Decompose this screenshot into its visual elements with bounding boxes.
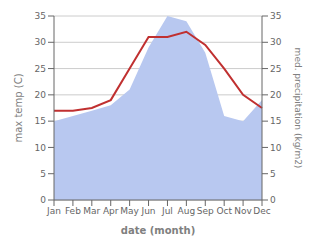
svg-text:med. precipitation (kg/m2): med. precipitation (kg/m2) <box>293 48 303 169</box>
svg-text:30: 30 <box>270 37 282 47</box>
svg-text:20: 20 <box>270 90 282 100</box>
svg-text:Jun: Jun <box>141 206 156 216</box>
svg-text:5: 5 <box>270 169 276 179</box>
svg-text:0: 0 <box>40 195 46 205</box>
svg-text:35: 35 <box>270 11 281 21</box>
svg-text:Dec: Dec <box>253 206 270 216</box>
svg-text:Jul: Jul <box>161 206 173 216</box>
svg-text:35: 35 <box>35 11 46 21</box>
svg-text:0: 0 <box>270 195 276 205</box>
svg-text:30: 30 <box>35 37 47 47</box>
svg-text:Nov: Nov <box>234 206 252 216</box>
svg-text:15: 15 <box>270 116 281 126</box>
svg-text:10: 10 <box>35 143 47 153</box>
svg-text:Apr: Apr <box>103 206 119 216</box>
svg-text:Feb: Feb <box>65 206 81 216</box>
svg-text:25: 25 <box>270 64 281 74</box>
svg-text:Jan: Jan <box>46 206 61 216</box>
svg-text:20: 20 <box>35 90 47 100</box>
svg-text:date (month): date (month) <box>121 225 195 236</box>
svg-text:May: May <box>120 206 139 216</box>
svg-text:max temp (C): max temp (C) <box>13 73 24 142</box>
svg-text:Aug: Aug <box>178 206 196 216</box>
svg-text:Mar: Mar <box>83 206 100 216</box>
svg-text:5: 5 <box>40 169 46 179</box>
svg-text:10: 10 <box>270 143 282 153</box>
svg-text:15: 15 <box>35 116 46 126</box>
svg-text:Sep: Sep <box>197 206 214 216</box>
svg-text:Oct: Oct <box>216 206 232 216</box>
svg-text:25: 25 <box>35 64 46 74</box>
